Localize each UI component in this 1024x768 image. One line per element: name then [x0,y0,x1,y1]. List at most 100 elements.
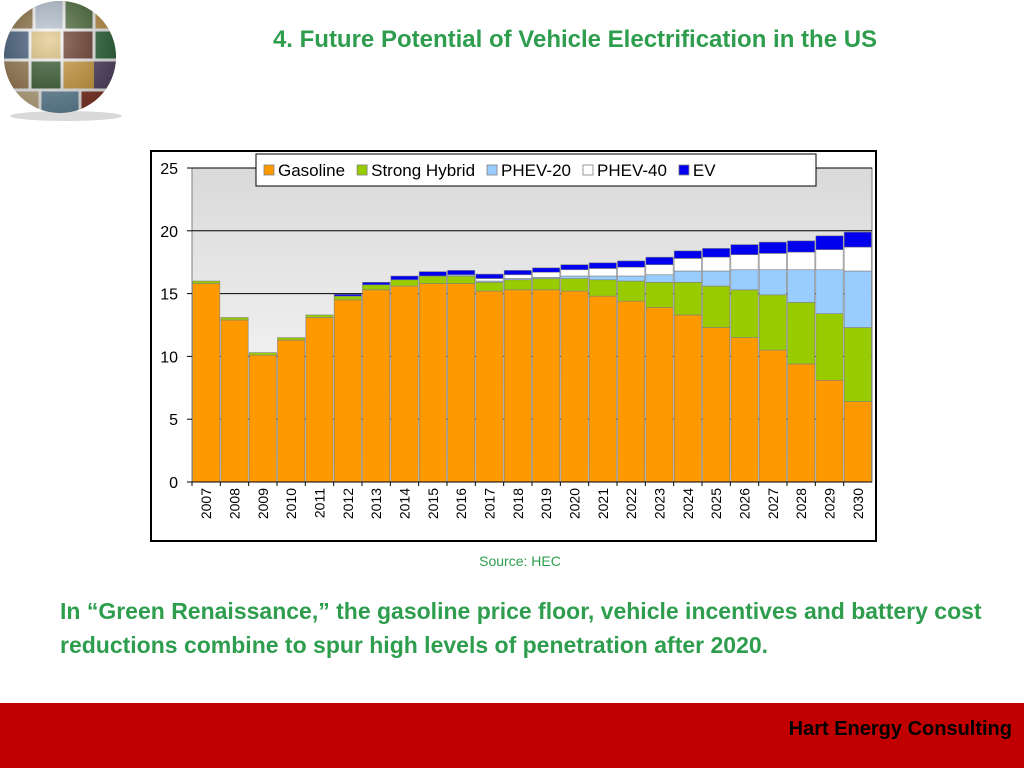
bar-segment-phev-20-2024 [673,270,702,283]
bar-segment-phev-40-2017 [475,278,504,282]
bar-segment-strong-hybrid-2021 [588,279,617,297]
bar-segment-ev-2017 [475,273,504,279]
bar-segment-ev-2019 [532,267,561,273]
x-tick-label: 2020 [567,488,583,519]
bar-segment-strong-hybrid-2018 [503,279,532,291]
bar-segment-phev-40-2021 [588,268,617,277]
plot-area [191,167,873,483]
bar-segment-gasoline-2020 [560,290,589,483]
y-tick-label: 15 [160,287,178,304]
bar-segment-strong-hybrid-2025 [702,285,731,328]
legend-label-strong-hybrid: Strong Hybrid [371,161,475,180]
bar-segment-ev-2016 [447,270,476,276]
bar-segment-gasoline-2011 [305,317,334,483]
legend-label-phev-40: PHEV-40 [597,161,667,180]
bar-segment-phev-40-2023 [645,264,674,276]
source-note: Source: HEC [479,553,561,569]
bar-segment-gasoline-2016 [447,283,476,483]
x-tick-label: 2022 [623,488,639,519]
y-axis: 0 5 10 15 20 25 [160,161,192,492]
x-tick-label: 2029 [822,488,838,519]
x-tick-label: 2025 [708,488,724,519]
bar-segment-gasoline-2007 [192,283,221,483]
bar-segment-phev-40-2029 [815,249,844,271]
bar-segment-ev-2024 [673,250,702,259]
x-tick-label: 2021 [595,488,611,519]
x-tick-label: 2010 [283,488,299,519]
x-tick-label: 2027 [765,488,781,519]
bar-segment-gasoline-2017 [475,290,504,483]
legend-swatch-strong-hybrid [356,164,368,176]
bar-segment-gasoline-2021 [588,295,617,483]
bar-segment-gasoline-2012 [333,299,362,483]
bar-segment-phev-20-2021 [588,275,617,281]
bar-segment-gasoline-2025 [702,327,731,483]
legend-swatch-ev [678,164,690,176]
bar-segment-strong-hybrid-2028 [787,302,816,365]
bar-segment-gasoline-2009 [248,354,277,483]
footer-company-name: Hart Energy Consulting [788,718,1012,740]
bar-segment-gasoline-2015 [418,283,447,483]
bar-segment-phev-20-2027 [758,269,787,296]
globe-collage-logo [0,0,130,125]
x-tick-label: 2014 [397,488,413,519]
bar-segment-phev-20-2028 [787,269,816,303]
legend-label-ev: EV [693,161,716,180]
x-tick-label: 2008 [227,488,243,519]
bar-segment-strong-hybrid-2013 [362,284,391,291]
bar-segment-ev-2014 [390,275,419,281]
bar-segment-phev-20-2026 [730,269,759,291]
bar-segment-strong-hybrid-2026 [730,289,759,338]
bar-segment-gasoline-2029 [815,379,844,483]
bar-segment-strong-hybrid-2019 [532,278,561,291]
bar-segment-gasoline-2014 [390,285,419,483]
bar-segment-ev-2025 [702,248,731,258]
bar-segment-phev-20-2030 [843,270,872,328]
bar-segment-gasoline-2023 [645,307,674,483]
x-tick-label: 2012 [340,488,356,519]
x-tick-label: 2011 [312,488,328,518]
x-tick-label: 2028 [793,488,809,519]
legend-swatch-phev-40 [582,164,594,176]
x-tick-label: 2017 [482,488,498,519]
bar-segment-ev-2023 [645,256,674,266]
bar-segment-strong-hybrid-2007 [192,280,221,284]
x-tick-label: 2016 [453,488,469,519]
bar-segment-gasoline-2022 [617,300,646,483]
x-tick-label: 2018 [510,488,526,519]
bar-segment-phev-40-2022 [617,266,646,277]
y-tick-label: 5 [169,412,178,429]
bar-segment-gasoline-2013 [362,289,391,483]
bar-segment-gasoline-2026 [730,337,759,483]
bar-segment-ev-2013 [362,281,391,286]
bar-segment-strong-hybrid-2027 [758,294,787,351]
bar-segment-phev-40-2028 [787,251,816,271]
bar-segment-strong-hybrid-2011 [305,314,334,318]
legend-swatch-phev-20 [486,164,498,176]
bar-segment-ev-2012 [333,293,362,297]
bar-segment-strong-hybrid-2017 [475,281,504,292]
x-tick-label: 2013 [368,488,384,519]
bar-segment-gasoline-2028 [787,363,816,483]
bar-segment-strong-hybrid-2012 [333,295,362,301]
legend-box [255,153,817,187]
bar-segment-strong-hybrid-2016 [447,275,476,284]
bar-segment-phev-40-2018 [503,274,532,279]
chart-frame: 0 5 10 15 20 25 2007 2008 2009 2010 2011 2012 2013 2… [150,150,877,542]
bar-segment-gasoline-2024 [673,314,702,483]
bar-segment-ev-2022 [617,260,646,268]
bar-segment-ev-2026 [730,244,759,255]
x-tick-label: 2030 [850,488,866,519]
bar-segment-phev-40-2030 [843,246,872,272]
y-tick-label: 0 [169,475,178,492]
x-tick-label: 2015 [425,488,441,519]
bar-segment-phev-20-2020 [560,275,589,279]
legend: Gasoline Strong Hybrid PHEV-20 PHEV-40 EV [255,153,817,187]
bar-segment-phev-40-2026 [730,254,759,271]
y-tick-label: 20 [160,224,178,241]
footer-bar: Hart Energy Consulting [0,703,1024,768]
bar-segment-strong-hybrid-2029 [815,313,844,381]
bar-segment-strong-hybrid-2020 [560,278,589,292]
x-tick-label: 2024 [680,488,696,519]
